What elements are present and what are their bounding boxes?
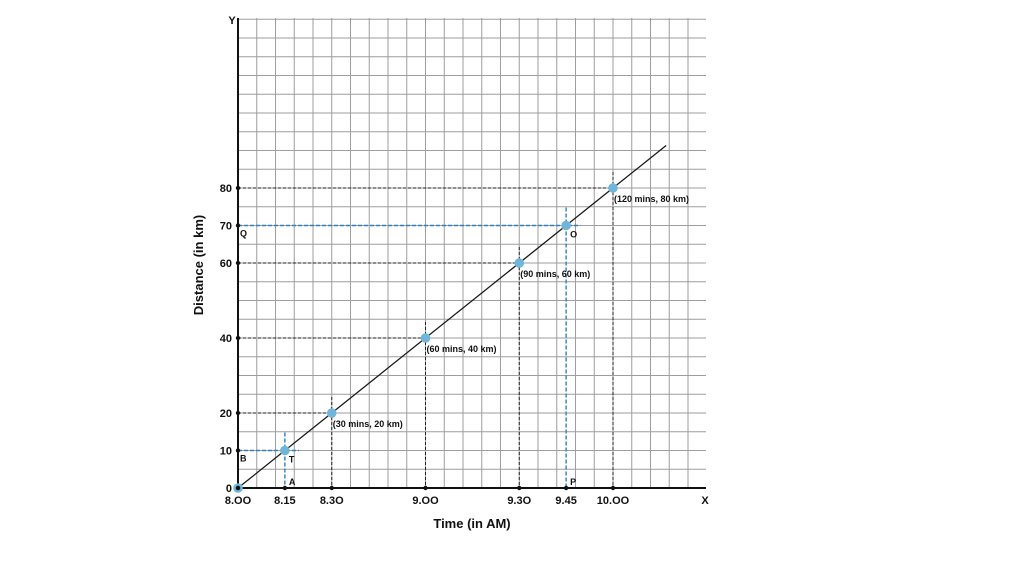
- y-tick-dot: [235, 485, 241, 491]
- guide-letter: O: [570, 230, 577, 240]
- axes: [237, 18, 706, 489]
- y-tick-label: 60: [220, 258, 232, 270]
- x-axis-title: Time (in AM): [433, 516, 510, 531]
- guide-letter: T: [289, 455, 295, 465]
- x-tick-dot: [610, 485, 616, 491]
- point-label: (120 mins, 80 km): [614, 194, 689, 204]
- series-line: [237, 144, 667, 489]
- y-tick-label: 40: [220, 333, 232, 345]
- guide-letter: Q: [240, 229, 247, 239]
- y-tick-dot: [235, 260, 241, 266]
- data-point: [608, 183, 618, 193]
- guide-lines: [238, 172, 614, 488]
- x-tick-label: 9.3O: [507, 495, 531, 507]
- y-axis-title: Distance (in km): [191, 215, 206, 315]
- data-point: [326, 408, 337, 418]
- guide-letter: P: [570, 477, 576, 487]
- grid: [237, 18, 706, 489]
- y-tick-dot: [235, 185, 241, 191]
- x-tick-dot: [563, 485, 569, 491]
- data-point: [514, 258, 525, 268]
- x-tick-label: 8.3O: [320, 495, 344, 507]
- x-axis-letter: X: [701, 495, 709, 507]
- y-tick-label: 70: [220, 221, 232, 233]
- x-tick-dot: [517, 485, 522, 491]
- x-tick-dot: [329, 485, 334, 491]
- y-tick-dot: [235, 410, 241, 416]
- x-tick-label: 8.15: [274, 495, 295, 507]
- point-label: (30 mins, 20 km): [333, 419, 403, 429]
- guide-letter: A: [289, 477, 296, 487]
- data-point: [561, 220, 571, 231]
- point-label: (60 mins, 40 km): [427, 344, 497, 354]
- y-tick-label: 10: [220, 446, 232, 458]
- y-tick-dot: [235, 335, 241, 341]
- data-point: [420, 333, 431, 343]
- y-tick-label: 80: [220, 183, 232, 195]
- x-tick-label: 10.OO: [597, 495, 630, 507]
- data-point: [280, 445, 290, 456]
- y-tick-label: 0: [226, 483, 232, 495]
- x-tick-label: 9.OO: [412, 495, 439, 507]
- y-tick-dot: [235, 448, 241, 453]
- y-tick-label: 20: [220, 408, 232, 420]
- x-tick-label: 9.45: [555, 495, 576, 507]
- x-tick-label: 8.OO: [225, 495, 252, 507]
- y-axis-letter: Y: [228, 15, 236, 27]
- x-tick-dot: [423, 485, 428, 491]
- series: [233, 144, 667, 493]
- labels: 8.OO 8.15 8.3O 9.OO 9.3O 9.45 10.OO 0 10 20 40 60 70…: [220, 183, 689, 507]
- y-tick-dot: [235, 223, 241, 228]
- x-tick-dot: [282, 485, 288, 491]
- point-label: (90 mins, 60 km): [520, 269, 590, 279]
- guide-letter: B: [240, 454, 247, 464]
